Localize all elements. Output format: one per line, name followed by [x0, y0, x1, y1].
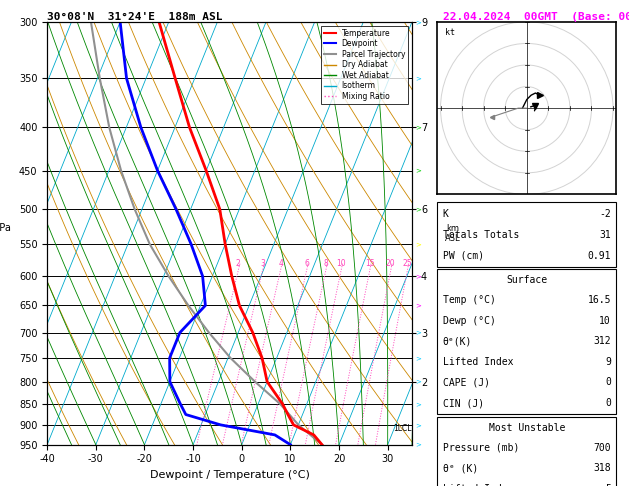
Text: 9: 9 [605, 357, 611, 367]
Text: 318: 318 [593, 463, 611, 473]
Text: >: > [415, 206, 421, 212]
Text: 0: 0 [605, 378, 611, 387]
X-axis label: Dewpoint / Temperature (°C): Dewpoint / Temperature (°C) [150, 470, 309, 480]
Text: Lifted Index: Lifted Index [443, 484, 513, 486]
Text: K: K [443, 209, 448, 219]
Text: >: > [415, 241, 421, 247]
Text: 0.91: 0.91 [587, 251, 611, 260]
Text: kt: kt [445, 28, 455, 37]
Bar [437, 202, 616, 267]
Text: >: > [415, 355, 421, 361]
Text: 16.5: 16.5 [587, 295, 611, 305]
Text: 5: 5 [605, 484, 611, 486]
Text: 25: 25 [403, 259, 412, 268]
Text: 3: 3 [260, 259, 265, 268]
Text: >: > [415, 168, 421, 174]
Text: 700: 700 [593, 443, 611, 452]
Bar [437, 269, 616, 414]
Text: Totals Totals: Totals Totals [443, 230, 519, 240]
Text: >: > [415, 124, 421, 130]
Text: 30°08'N  31°24'E  188m ASL: 30°08'N 31°24'E 188m ASL [47, 12, 223, 22]
Bar [437, 417, 616, 486]
Text: θᵉ (K): θᵉ (K) [443, 463, 478, 473]
Text: >: > [415, 19, 421, 25]
Text: >: > [415, 442, 421, 448]
Y-axis label: hPa: hPa [0, 223, 11, 233]
Text: -2: -2 [599, 209, 611, 219]
Text: 31: 31 [599, 230, 611, 240]
Text: 10: 10 [337, 259, 346, 268]
Text: Dewp (°C): Dewp (°C) [443, 316, 496, 326]
Text: Most Unstable: Most Unstable [489, 423, 565, 433]
Text: >: > [415, 273, 421, 279]
Legend: Temperature, Dewpoint, Parcel Trajectory, Dry Adiabat, Wet Adiabat, Isotherm, Mi: Temperature, Dewpoint, Parcel Trajectory… [321, 26, 408, 104]
Text: 2: 2 [236, 259, 241, 268]
Text: 4: 4 [278, 259, 283, 268]
Text: Pressure (mb): Pressure (mb) [443, 443, 519, 452]
Text: 20: 20 [386, 259, 396, 268]
Text: >: > [415, 75, 421, 82]
Text: 10: 10 [599, 316, 611, 326]
Text: 22.04.2024  00GMT  (Base: 00): 22.04.2024 00GMT (Base: 00) [443, 12, 629, 22]
Text: 1LCL: 1LCL [394, 424, 412, 433]
Text: 312: 312 [593, 336, 611, 346]
Text: CIN (J): CIN (J) [443, 398, 484, 408]
Text: 6: 6 [304, 259, 309, 268]
Text: Temp (°C): Temp (°C) [443, 295, 496, 305]
Text: θᵉ(K): θᵉ(K) [443, 336, 472, 346]
Text: 0: 0 [605, 398, 611, 408]
Text: >: > [415, 330, 421, 336]
Text: 15: 15 [365, 259, 375, 268]
Text: PW (cm): PW (cm) [443, 251, 484, 260]
Y-axis label: km
ASL: km ASL [445, 224, 460, 243]
Text: >: > [415, 302, 421, 309]
Text: Lifted Index: Lifted Index [443, 357, 513, 367]
Text: CAPE (J): CAPE (J) [443, 378, 489, 387]
Text: >: > [415, 401, 421, 407]
Text: >: > [415, 379, 421, 384]
Text: Surface: Surface [506, 276, 547, 285]
Text: 8: 8 [323, 259, 328, 268]
Text: >: > [415, 422, 421, 428]
